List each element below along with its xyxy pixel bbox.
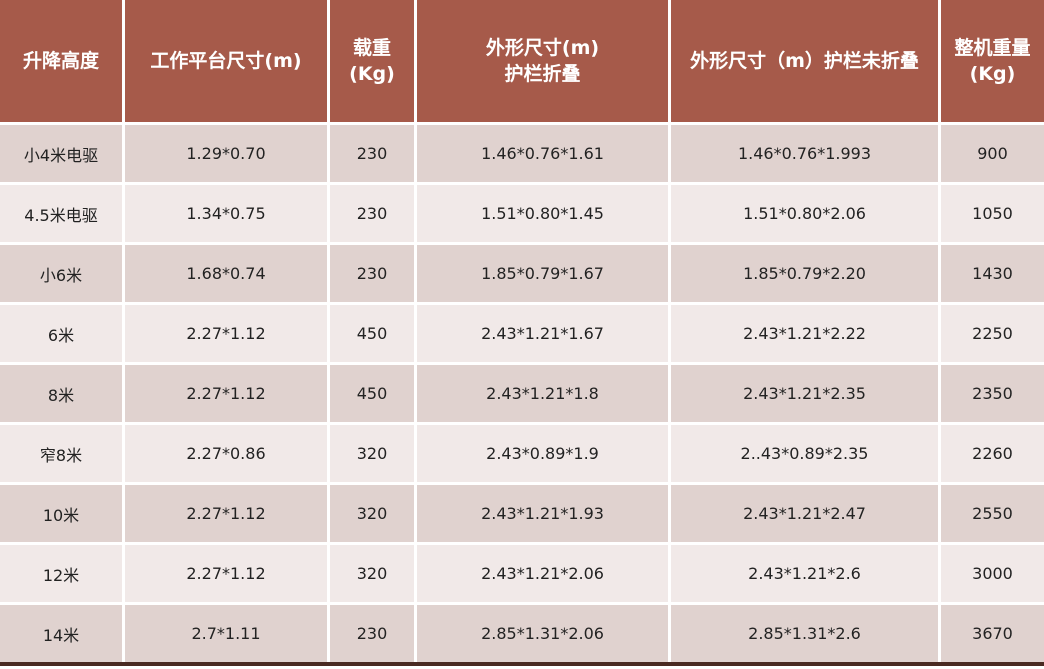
cell-load: 230	[330, 125, 414, 182]
bottom-border	[0, 662, 1044, 666]
cell-weight: 2250	[941, 305, 1044, 362]
cell-weight: 1050	[941, 185, 1044, 242]
cell-weight: 900	[941, 125, 1044, 182]
cell-size-unfolded: 2.85*1.31*2.6	[671, 605, 938, 662]
cell-lift-height: 小6米	[0, 245, 122, 302]
cell-size-folded: 1.85*0.79*1.67	[417, 245, 668, 302]
cell-load: 230	[330, 185, 414, 242]
cell-load: 320	[330, 545, 414, 602]
cell-lift-height: 窄8米	[0, 425, 122, 482]
cell-weight: 1430	[941, 245, 1044, 302]
cell-size-folded: 1.46*0.76*1.61	[417, 125, 668, 182]
cell-weight: 2350	[941, 365, 1044, 422]
cell-size-unfolded: 1.85*0.79*2.20	[671, 245, 938, 302]
header-size-folded: 外形尺寸(m) 护栏折叠	[417, 0, 668, 122]
cell-size-unfolded: 1.51*0.80*2.06	[671, 185, 938, 242]
cell-lift-height: 4.5米电驱	[0, 185, 122, 242]
cell-lift-height: 6米	[0, 305, 122, 362]
cell-platform-size: 2.27*1.12	[125, 305, 327, 362]
cell-size-folded: 2.43*1.21*1.93	[417, 485, 668, 542]
cell-weight: 2550	[941, 485, 1044, 542]
cell-weight: 3670	[941, 605, 1044, 662]
cell-lift-height: 小4米电驱	[0, 125, 122, 182]
cell-size-unfolded: 1.46*0.76*1.993	[671, 125, 938, 182]
cell-platform-size: 1.29*0.70	[125, 125, 327, 182]
header-platform-size: 工作平台尺寸(m)	[125, 0, 327, 122]
header-lift-height: 升降高度	[0, 0, 122, 122]
cell-load: 230	[330, 605, 414, 662]
header-load: 载重 (Kg)	[330, 0, 414, 122]
cell-load: 450	[330, 305, 414, 362]
cell-platform-size: 1.34*0.75	[125, 185, 327, 242]
cell-size-folded: 2.43*1.21*1.67	[417, 305, 668, 362]
cell-platform-size: 2.27*1.12	[125, 485, 327, 542]
cell-load: 320	[330, 485, 414, 542]
cell-lift-height: 10米	[0, 485, 122, 542]
cell-weight: 2260	[941, 425, 1044, 482]
cell-load: 230	[330, 245, 414, 302]
cell-lift-height: 14米	[0, 605, 122, 662]
header-weight: 整机重量 (Kg)	[941, 0, 1044, 122]
cell-platform-size: 2.27*0.86	[125, 425, 327, 482]
cell-weight: 3000	[941, 545, 1044, 602]
cell-platform-size: 2.7*1.11	[125, 605, 327, 662]
cell-load: 450	[330, 365, 414, 422]
cell-size-unfolded: 2.43*1.21*2.6	[671, 545, 938, 602]
cell-size-folded: 2.43*0.89*1.9	[417, 425, 668, 482]
cell-size-folded: 2.43*1.21*2.06	[417, 545, 668, 602]
cell-load: 320	[330, 425, 414, 482]
cell-size-unfolded: 2.43*1.21*2.47	[671, 485, 938, 542]
cell-size-folded: 2.85*1.31*2.06	[417, 605, 668, 662]
cell-platform-size: 2.27*1.12	[125, 545, 327, 602]
cell-size-folded: 1.51*0.80*1.45	[417, 185, 668, 242]
cell-platform-size: 1.68*0.74	[125, 245, 327, 302]
header-size-unfolded: 外形尺寸（m）护栏未折叠	[671, 0, 938, 122]
cell-platform-size: 2.27*1.12	[125, 365, 327, 422]
cell-size-unfolded: 2.43*1.21*2.35	[671, 365, 938, 422]
cell-lift-height: 12米	[0, 545, 122, 602]
cell-lift-height: 8米	[0, 365, 122, 422]
cell-size-folded: 2.43*1.21*1.8	[417, 365, 668, 422]
cell-size-unfolded: 2.43*1.21*2.22	[671, 305, 938, 362]
cell-size-unfolded: 2..43*0.89*2.35	[671, 425, 938, 482]
